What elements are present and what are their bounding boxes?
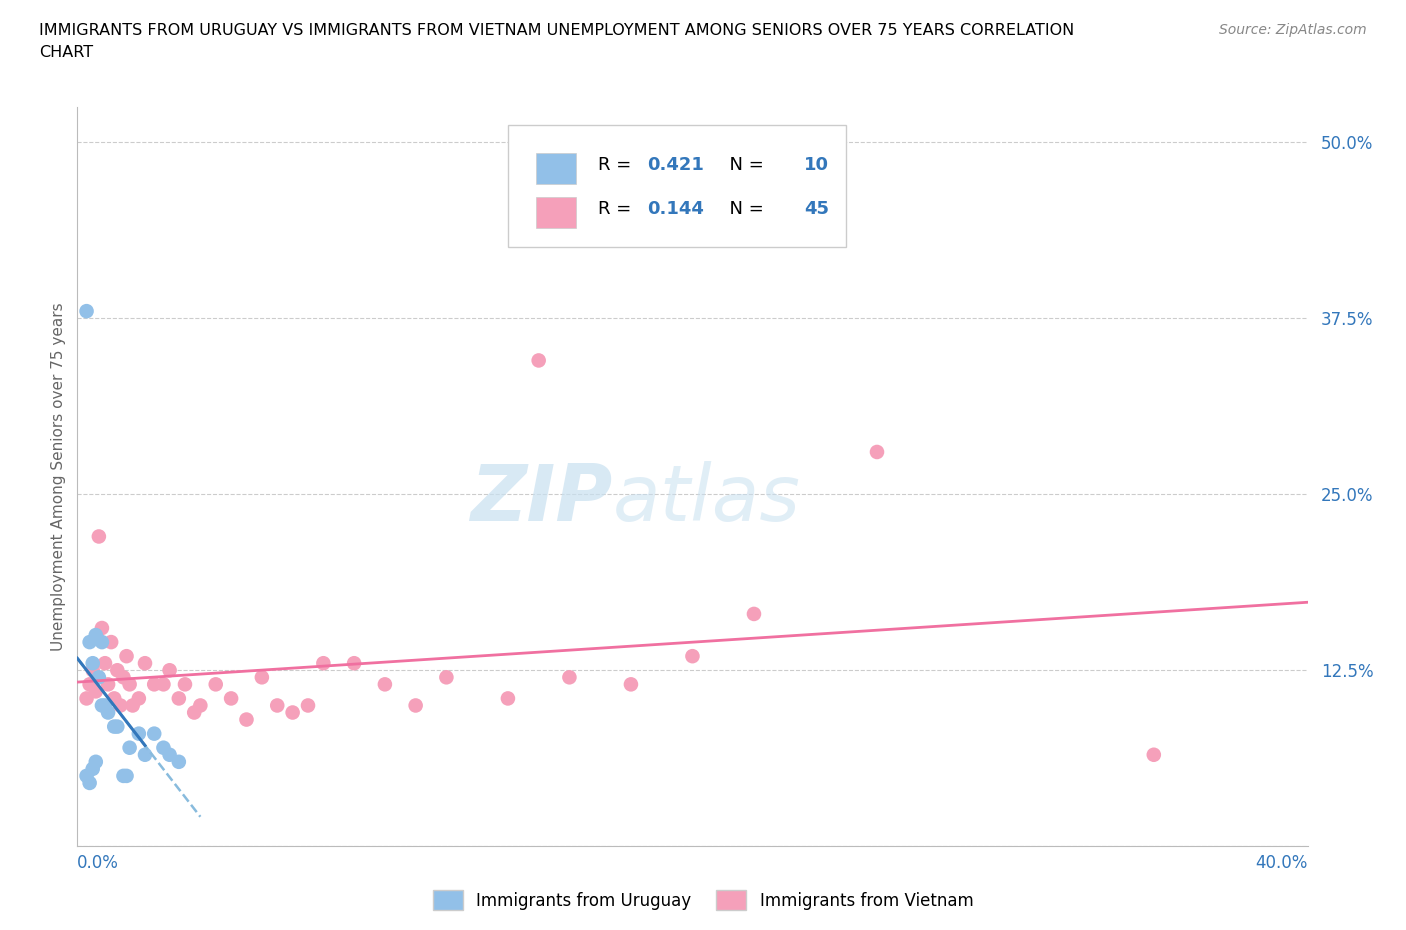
Point [76, 691, 98, 706]
Point [84, 684, 107, 698]
Text: 45: 45 [804, 200, 830, 218]
Point [219, 691, 242, 706]
Point [118, 740, 141, 755]
Point [105, 719, 128, 734]
Point [159, 663, 181, 678]
Point [1143, 748, 1166, 763]
Text: N =: N = [718, 200, 770, 218]
Point [128, 691, 150, 706]
Text: atlas: atlas [613, 460, 800, 537]
Point [312, 656, 335, 671]
Point [620, 677, 643, 692]
Point [374, 677, 396, 692]
Point [112, 768, 135, 783]
Point [94, 656, 117, 671]
Point [128, 726, 150, 741]
Point [183, 705, 205, 720]
FancyBboxPatch shape [536, 197, 575, 228]
Point [115, 649, 138, 664]
Text: IMMIGRANTS FROM URUGUAY VS IMMIGRANTS FROM VIETNAM UNEMPLOYMENT AMONG SENIORS OV: IMMIGRANTS FROM URUGUAY VS IMMIGRANTS FR… [39, 23, 1074, 38]
Point [866, 445, 889, 459]
Point [682, 649, 704, 664]
Point [405, 698, 427, 713]
Point [118, 677, 141, 692]
Text: R =: R = [598, 200, 637, 218]
Text: R =: R = [598, 155, 637, 174]
Point [76, 304, 98, 319]
Point [436, 670, 458, 684]
Point [90, 634, 114, 649]
Point [79, 776, 101, 790]
Point [496, 691, 519, 706]
Point [204, 677, 226, 692]
Point [134, 748, 156, 763]
Point [100, 634, 122, 649]
Point [82, 762, 104, 777]
Text: 10: 10 [804, 155, 830, 174]
Text: 40.0%: 40.0% [1256, 854, 1308, 871]
Text: 0.421: 0.421 [647, 155, 704, 174]
Point [90, 620, 114, 635]
Point [143, 677, 166, 692]
Point [97, 705, 120, 720]
Point [97, 677, 120, 692]
Legend: Immigrants from Uruguay, Immigrants from Vietnam: Immigrants from Uruguay, Immigrants from… [426, 884, 980, 917]
Point [82, 663, 104, 678]
Point [167, 691, 190, 706]
Point [84, 628, 107, 643]
Text: 0.144: 0.144 [647, 200, 704, 218]
Point [87, 670, 110, 684]
Point [235, 712, 257, 727]
Point [297, 698, 319, 713]
FancyBboxPatch shape [536, 153, 575, 184]
Point [159, 748, 181, 763]
Point [167, 754, 190, 769]
Point [115, 768, 138, 783]
Point [174, 677, 197, 692]
Point [266, 698, 288, 713]
Y-axis label: Unemployment Among Seniors over 75 years: Unemployment Among Seniors over 75 years [51, 302, 66, 651]
Point [84, 754, 107, 769]
Point [742, 606, 765, 621]
Text: ZIP: ZIP [470, 460, 613, 537]
Point [87, 529, 110, 544]
Text: CHART: CHART [39, 45, 93, 60]
Point [105, 663, 128, 678]
Point [103, 691, 125, 706]
Text: Source: ZipAtlas.com: Source: ZipAtlas.com [1219, 23, 1367, 37]
Point [527, 353, 550, 368]
Point [110, 698, 132, 713]
Point [188, 698, 212, 713]
Point [94, 698, 117, 713]
Point [79, 677, 101, 692]
Point [90, 698, 114, 713]
Point [558, 670, 581, 684]
Point [143, 726, 166, 741]
Point [76, 768, 98, 783]
Point [79, 634, 101, 649]
Point [152, 740, 174, 755]
Point [152, 677, 174, 692]
Point [343, 656, 366, 671]
Point [82, 656, 104, 671]
Point [281, 705, 304, 720]
Point [134, 656, 156, 671]
Point [103, 719, 125, 734]
Point [112, 670, 135, 684]
Point [121, 698, 143, 713]
Point [250, 670, 273, 684]
FancyBboxPatch shape [508, 126, 846, 247]
Text: N =: N = [718, 155, 770, 174]
Text: 0.0%: 0.0% [77, 854, 120, 871]
